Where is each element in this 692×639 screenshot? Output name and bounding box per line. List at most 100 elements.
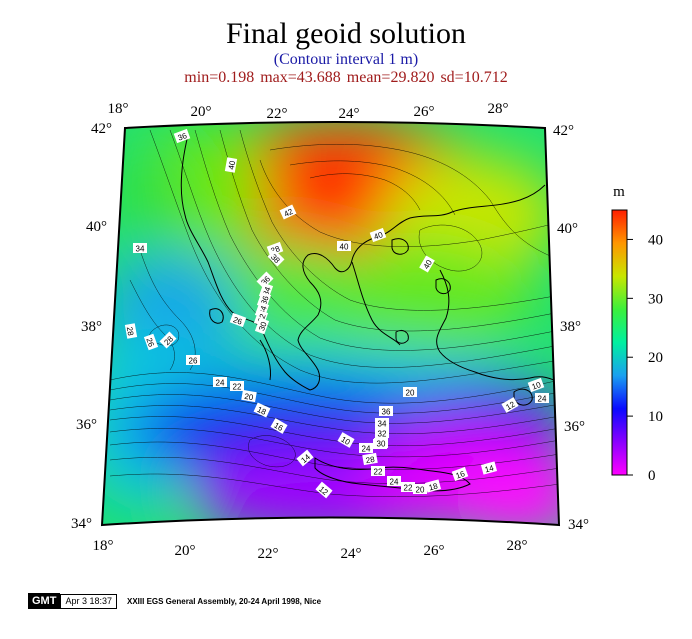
contour-label: 22 (230, 381, 244, 392)
contour-label: 26 (229, 312, 247, 328)
svg-text:40: 40 (373, 230, 385, 242)
lon-label: 26° (424, 543, 445, 559)
svg-text:32: 32 (378, 430, 387, 439)
svg-text:34: 34 (136, 245, 145, 254)
contour-label: 30 (374, 438, 388, 449)
contour-label: 20 (413, 484, 427, 495)
contour-label: 16 (270, 418, 288, 434)
contour-label: 42 (279, 204, 297, 220)
svg-text:26: 26 (189, 357, 198, 366)
colorbar-tick-label: 30 (648, 291, 663, 307)
lon-label: 20° (191, 104, 212, 120)
lon-label: 24° (341, 546, 362, 562)
lat-label: 36° (564, 419, 585, 435)
svg-text:20: 20 (244, 392, 255, 403)
contour-label: 26 (143, 333, 159, 351)
left-latitude-labels: 42° 40° 38° 36° 34° (71, 121, 112, 532)
svg-text:36: 36 (177, 131, 189, 143)
svg-text:18: 18 (256, 405, 268, 417)
colorbar-unit: m (613, 184, 625, 200)
contour-label: 12 (501, 397, 519, 413)
contour-label: 18 (424, 479, 442, 493)
lon-label: 24° (339, 106, 360, 122)
lat-label: 38° (81, 319, 102, 335)
contour-label: 22 (371, 466, 385, 477)
svg-text:22: 22 (233, 383, 242, 392)
gmt-logo: GMT (28, 593, 61, 609)
svg-text:26: 26 (232, 315, 244, 327)
contour-label: 40 (337, 241, 351, 252)
map-subtitle: (Contour interval 1 m) (273, 51, 419, 68)
svg-text:26: 26 (144, 337, 156, 349)
contour-label: 10 (337, 432, 355, 448)
map-title: Final geoid solution (226, 17, 466, 50)
colorbar-ticks: 0 10 20 30 40 (627, 232, 663, 484)
colorbar-tick-label: 0 (648, 468, 656, 484)
lon-label: 22° (267, 106, 288, 122)
lat-label: 42° (91, 121, 112, 137)
svg-text:30: 30 (257, 320, 269, 332)
svg-text:32: 32 (256, 312, 268, 324)
contour-label: 22 (401, 482, 415, 493)
contour-label: 24 (535, 393, 549, 404)
svg-text:40: 40 (227, 159, 238, 170)
contour-label: 24 (213, 377, 227, 388)
contour-label: 36 (379, 406, 393, 417)
lat-label: 36° (76, 417, 97, 433)
svg-text:22: 22 (404, 484, 413, 493)
svg-text:24: 24 (216, 379, 225, 388)
colorbar: m 0 10 20 30 40 (611, 184, 663, 484)
lon-label: 18° (93, 538, 114, 554)
contour-label: 38 (266, 241, 284, 257)
svg-text:24: 24 (362, 445, 371, 454)
statistics-line: min=0.198 max=43.688 mean=29.820 sd=10.7… (184, 69, 508, 86)
contour-label: 14 (480, 461, 498, 475)
svg-text:28: 28 (125, 326, 136, 337)
lat-label: 40° (557, 221, 578, 237)
geoid-field (102, 122, 559, 525)
svg-text:18: 18 (428, 481, 439, 492)
lat-label: 38° (560, 319, 581, 335)
map-frame (100, 121, 561, 527)
colorbar-tick-label: 20 (648, 350, 663, 366)
svg-text:14: 14 (484, 463, 495, 474)
contour-label: 34 (375, 418, 389, 429)
coastlines (180, 134, 559, 492)
colorbar-scale (611, 209, 628, 476)
lat-label: 34° (568, 517, 589, 533)
contour-label: 28 (125, 323, 138, 339)
footer-caption: XXIII EGS General Assembly, 20-24 April … (127, 596, 322, 606)
svg-text:40: 40 (340, 243, 349, 252)
svg-text:34: 34 (261, 285, 273, 297)
contour-label: 24 (387, 476, 401, 487)
lat-label: 42° (553, 123, 574, 139)
contour-label: 26 (186, 355, 200, 366)
svg-text:16: 16 (455, 469, 467, 481)
svg-text:34: 34 (378, 420, 387, 429)
svg-text:42: 42 (282, 207, 294, 219)
contour-label: 10 (527, 377, 545, 393)
contour-label: 30 (254, 317, 270, 335)
lon-label: 22° (258, 546, 279, 562)
svg-text:24: 24 (390, 478, 399, 487)
contour-label: 40 (369, 227, 387, 243)
svg-text:36: 36 (259, 294, 271, 306)
gmt-footer: GMT Apr 3 18:37 XXIII EGS General Assemb… (28, 593, 321, 609)
contour-label: 40 (419, 255, 435, 273)
bottom-longitude-labels: 18° 20° 22° 24° 26° 28° (93, 538, 528, 562)
lon-label: 28° (488, 101, 509, 117)
svg-text:22: 22 (374, 468, 383, 477)
contour-label: 40 (224, 157, 238, 173)
svg-text:28: 28 (365, 455, 376, 466)
contour-label: 36 (173, 128, 191, 144)
contour-label: 34 (133, 243, 147, 254)
contour-label: 24 (359, 443, 373, 454)
svg-text:30: 30 (377, 440, 386, 449)
contour-label: 28 (362, 452, 378, 466)
svg-text:24: 24 (538, 395, 547, 404)
colorbar-tick-label: 40 (648, 232, 663, 248)
contour-label: 20 (403, 387, 417, 398)
contour-label: 16 (451, 466, 469, 482)
svg-text:38: 38 (270, 244, 282, 256)
